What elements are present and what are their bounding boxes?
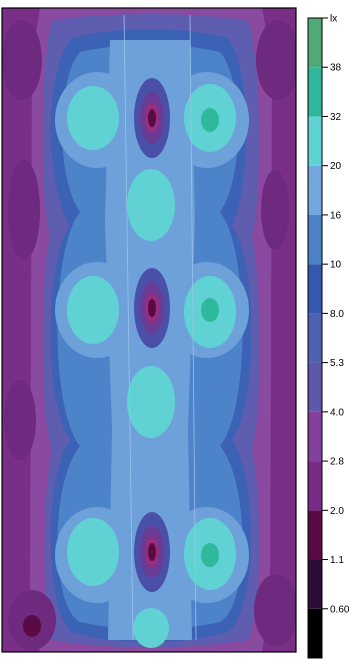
edge-lobe-top-left [2, 20, 42, 100]
colorbar-swatch [308, 313, 322, 363]
hotspot-row3 [201, 543, 219, 567]
guide-line-2 [189, 14, 197, 641]
colorbar-frame [307, 17, 323, 659]
edge-lobe-mid-right [261, 170, 289, 250]
colorbar-tick-label: 16 [330, 210, 342, 221]
peak-row1-left [67, 86, 119, 150]
colorbar-swatch [308, 461, 322, 511]
colorbar-swatch [308, 67, 322, 117]
edge-lobe-mid-left [8, 160, 40, 260]
colorbar-tick-label: 38 [330, 63, 342, 74]
min-spot-bottom-left [23, 615, 41, 637]
colorbar-tick-label: 5.3 [330, 358, 344, 369]
peak-row3-left [67, 518, 119, 586]
plot-border [1, 7, 297, 653]
colorbar-tick-label: 20 [330, 161, 342, 172]
peak-row4-center [133, 608, 169, 648]
edge-lobe-bottom-right [254, 574, 296, 646]
colorbar-swatch [308, 165, 322, 215]
colorbar-swatch [308, 411, 322, 462]
colorbar-swatch [308, 608, 322, 658]
edge-lobe-top-right [256, 20, 296, 100]
hotspot-row2 [201, 298, 219, 322]
peak-row1-center [127, 169, 175, 241]
contour-plot [1, 7, 297, 653]
colorbar-tick-label: 32 [330, 112, 342, 123]
guide-line-1 [123, 14, 134, 641]
colorbar-swatch [308, 214, 322, 265]
colorbar-swatch [308, 116, 322, 166]
peak-row2-left [67, 276, 119, 344]
colorbar: 0.60 1.1 2.0 2.8 4.0 5.3 8.0 10 16 20 32 38 lx [307, 14, 350, 659]
luminaire-row3 [134, 512, 170, 592]
colorbar-tick-label: 1.1 [330, 555, 344, 566]
luminaire-row2 [134, 268, 170, 348]
peak-row2-center [127, 366, 175, 438]
hotspot-row1 [201, 108, 219, 132]
colorbar-swatch [308, 362, 322, 412]
colorbar-tick-label: 2.8 [330, 457, 344, 468]
colorbar-tick-label: 10 [330, 260, 342, 271]
edge-lobe-low-left [4, 380, 36, 460]
colorbar-tick-label: 2.0 [330, 506, 344, 517]
colorbar-tick-label: 4.0 [330, 407, 344, 418]
luminaire-row1 [134, 78, 170, 158]
colorbar-tick-label: 8.0 [330, 309, 344, 320]
colorbar-swatch [308, 18, 322, 68]
colorbar-swatch [308, 510, 322, 560]
colorbar-swatch [308, 264, 322, 314]
colorbar-unit-label: lx [330, 14, 337, 25]
colorbar-swatch [308, 559, 322, 609]
colorbar-tick-label: 0.60 [330, 604, 350, 615]
